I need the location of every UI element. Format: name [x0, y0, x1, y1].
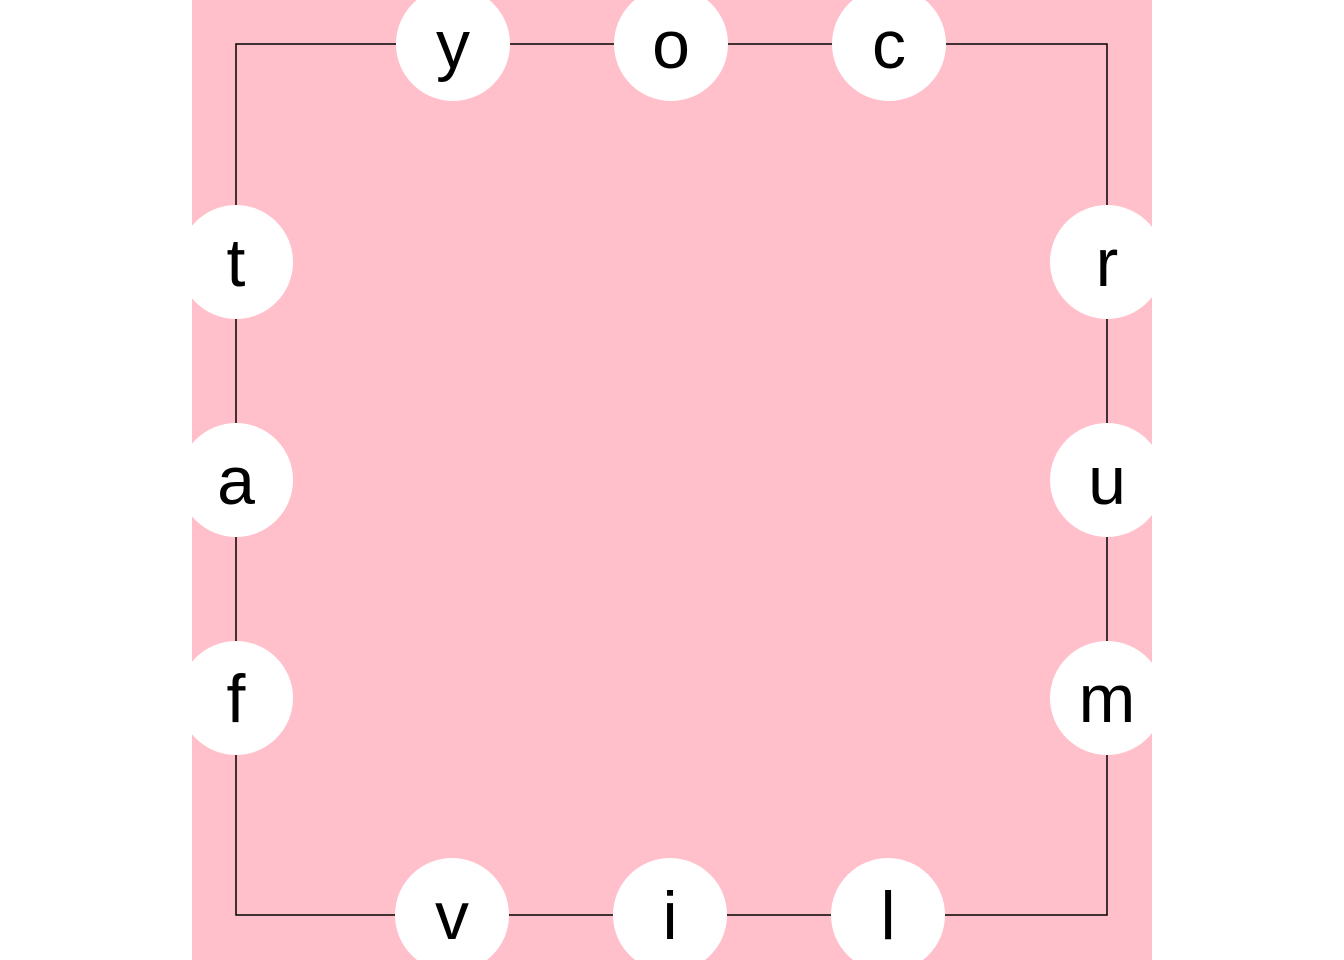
letter-label: f [227, 661, 246, 737]
letter-node-left-1[interactable]: t [192, 205, 293, 319]
letter-node-bottom-2[interactable]: i [613, 858, 727, 960]
letter-label: y [436, 7, 470, 83]
letter-circle[interactable] [395, 858, 509, 960]
letter-circle[interactable] [1050, 641, 1152, 755]
letter-label: v [435, 878, 469, 954]
letter-label: c [872, 7, 906, 83]
letter-node-bottom-3[interactable]: l [831, 858, 945, 960]
letter-label: i [662, 878, 677, 954]
letter-label: l [880, 878, 895, 954]
letter-label: a [217, 443, 255, 519]
letter-label: t [227, 225, 246, 301]
letter-label: r [1096, 225, 1119, 301]
letter-node-right-1[interactable]: r [1050, 205, 1152, 319]
letter-circle[interactable] [192, 641, 293, 755]
letter-node-top-3[interactable]: c [832, 0, 946, 101]
letter-circle[interactable] [832, 0, 946, 101]
letter-node-bottom-1[interactable]: v [395, 858, 509, 960]
letter-circle[interactable] [614, 0, 728, 101]
letter-boxed-board: y o c r u m v i l t a f [192, 0, 1152, 960]
letter-node-top-2[interactable]: o [614, 0, 728, 101]
letter-circle[interactable] [192, 423, 293, 537]
letter-circle[interactable] [396, 0, 510, 101]
letter-node-right-2[interactable]: u [1050, 423, 1152, 537]
letter-node-right-3[interactable]: m [1050, 641, 1152, 755]
letter-label: o [652, 7, 690, 83]
board-background [192, 0, 1152, 960]
letter-circle[interactable] [192, 205, 293, 319]
letter-node-left-3[interactable]: f [192, 641, 293, 755]
letter-circle[interactable] [831, 858, 945, 960]
letter-nodes: y o c r u m v i l t a f [192, 0, 1152, 960]
puzzle-canvas: y o c r u m v i l t a f [192, 0, 1152, 960]
letter-label: m [1079, 661, 1136, 737]
letter-circle[interactable] [1050, 423, 1152, 537]
letter-node-left-2[interactable]: a [192, 423, 293, 537]
letter-label: u [1088, 443, 1126, 519]
letter-node-top-1[interactable]: y [396, 0, 510, 101]
letter-circle[interactable] [613, 858, 727, 960]
letter-circle[interactable] [1050, 205, 1152, 319]
